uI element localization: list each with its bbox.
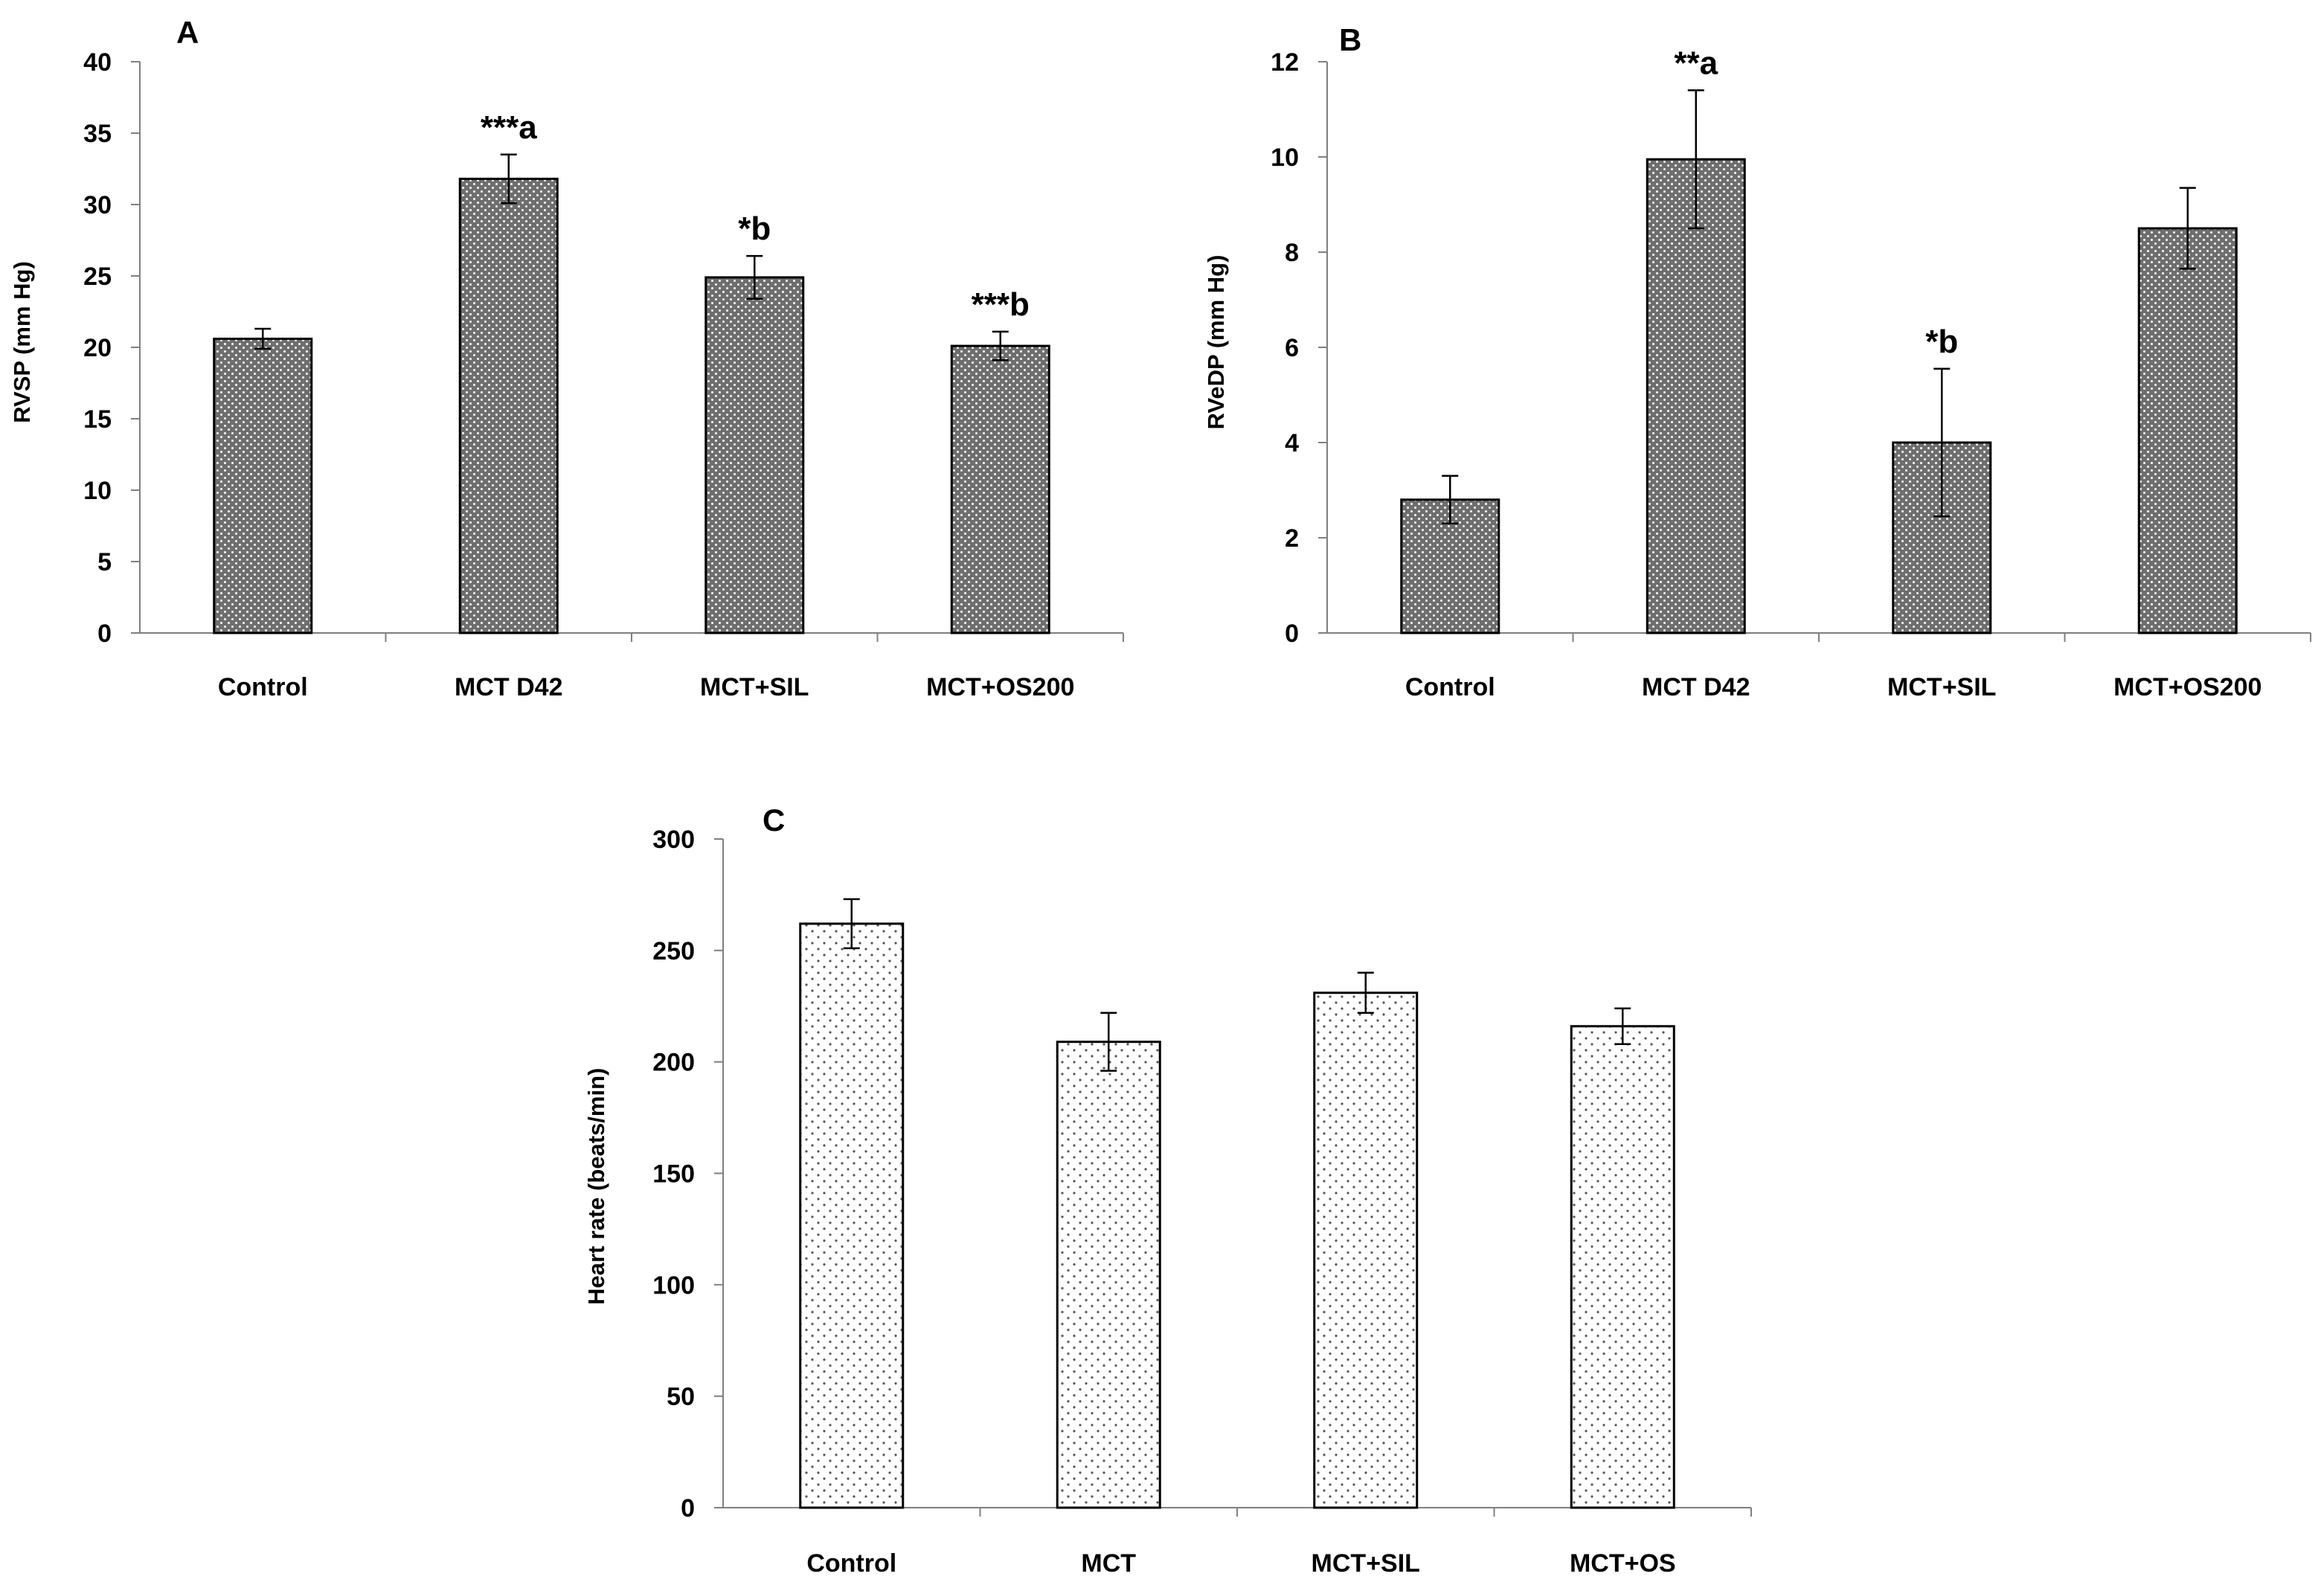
bar-b-1 bbox=[1646, 158, 1746, 634]
y-tick-label-c: 200 bbox=[652, 1049, 695, 1077]
category-label-b-3: MCT+OS200 bbox=[2113, 673, 2262, 701]
y-tick-label-c: 150 bbox=[652, 1160, 695, 1189]
significance-label-b-1: **a bbox=[1674, 45, 1718, 81]
category-label-c-3: MCT+OS bbox=[1570, 1549, 1676, 1578]
y-tick-label-a: 15 bbox=[83, 405, 112, 434]
bar-a-3 bbox=[950, 344, 1050, 634]
significance-label-b-2: *b bbox=[1925, 324, 1958, 360]
significance-label-a-3: ***b bbox=[972, 286, 1030, 323]
panel-letter-a: A bbox=[176, 15, 199, 50]
y-tick-label-a: 5 bbox=[97, 548, 112, 576]
bar-c-2 bbox=[1313, 991, 1419, 1509]
chart-panel-c: 0 50 100 150 200 250 300 Control MCT MCT+SIL MCT+O… bbox=[583, 803, 1752, 1578]
y-tick-label-b: 12 bbox=[1271, 48, 1299, 77]
y-axis-label-c: Heart rate (beats/min) bbox=[583, 1068, 609, 1305]
y-tick-label-c: 250 bbox=[652, 937, 695, 965]
chart-panel-b: 0 2 4 6 8 10 12 Control MCT D42 **a MCT+SIL *b MCT+O… bbox=[1203, 22, 2311, 701]
bar-c-3 bbox=[1570, 1025, 1675, 1509]
category-label-a-1: MCT D42 bbox=[455, 673, 562, 701]
bar-a-2 bbox=[704, 276, 805, 634]
y-tick-label-a: 30 bbox=[83, 191, 112, 219]
panel-letter-b: B bbox=[1339, 22, 1361, 57]
category-label-a-3: MCT+OS200 bbox=[926, 673, 1074, 701]
y-tick-label-c: 50 bbox=[667, 1383, 695, 1411]
y-tick-label-b: 10 bbox=[1271, 144, 1299, 172]
category-label-b-1: MCT D42 bbox=[1642, 673, 1750, 701]
category-label-b-2: MCT+SIL bbox=[1887, 673, 1996, 701]
y-tick-label-a: 25 bbox=[83, 263, 112, 291]
y-axis-label-a: RVSP (mm Hg) bbox=[9, 261, 35, 423]
y-tick-label-b: 2 bbox=[1285, 524, 1299, 553]
category-label-a-0: Control bbox=[218, 673, 308, 701]
significance-label-a-1: ***a bbox=[481, 109, 537, 146]
bar-c-0 bbox=[799, 922, 905, 1509]
y-tick-label-c: 100 bbox=[652, 1271, 695, 1299]
y-tick-label-b: 0 bbox=[1285, 620, 1299, 648]
bar-a-0 bbox=[213, 337, 313, 634]
y-tick-label-c: 300 bbox=[652, 826, 695, 854]
y-tick-label-a: 20 bbox=[83, 334, 112, 362]
panel-letter-c: C bbox=[763, 803, 785, 838]
category-label-b-0: Control bbox=[1405, 673, 1495, 701]
y-tick-label-a: 0 bbox=[97, 620, 112, 648]
category-label-c-2: MCT+SIL bbox=[1312, 1549, 1420, 1578]
y-tick-label-c: 0 bbox=[681, 1494, 695, 1523]
y-tick-label-b: 4 bbox=[1285, 429, 1299, 457]
y-tick-label-a: 40 bbox=[83, 48, 112, 77]
bar-a-1 bbox=[458, 177, 559, 634]
bar-b-3 bbox=[2137, 227, 2238, 634]
y-axis-label-b: RVeDP (mm Hg) bbox=[1203, 255, 1229, 430]
significance-label-a-2: *b bbox=[738, 210, 771, 247]
category-label-c-1: MCT bbox=[1081, 1549, 1136, 1578]
y-tick-label-a: 35 bbox=[83, 120, 112, 148]
y-tick-label-b: 8 bbox=[1285, 239, 1299, 267]
bar-c-1 bbox=[1056, 1041, 1161, 1509]
chart-panel-a: 0 5 10 15 20 25 30 35 40 Control MCT D42 ***a MCT+SI… bbox=[9, 15, 1124, 701]
y-tick-label-b: 6 bbox=[1285, 334, 1299, 362]
category-label-a-2: MCT+SIL bbox=[700, 673, 809, 701]
category-label-c-0: Control bbox=[806, 1549, 896, 1578]
y-tick-label-a: 10 bbox=[83, 477, 112, 505]
